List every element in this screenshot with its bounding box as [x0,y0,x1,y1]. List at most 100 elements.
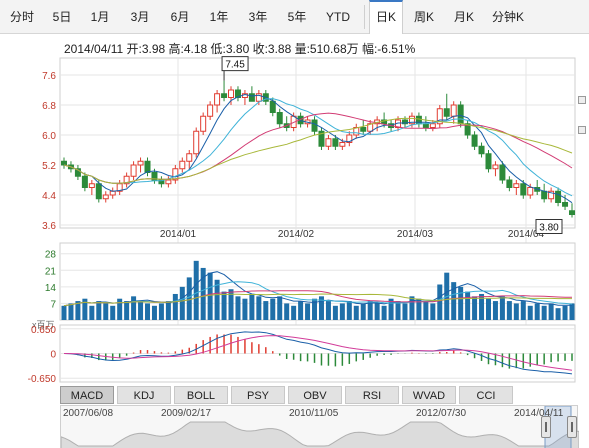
candle-body [450,104,457,117]
indicator-tab-boll[interactable]: BOLL [174,386,228,404]
indicator-tab-macd[interactable]: MACD [60,386,114,404]
tab-3[interactable]: 3月 [130,9,150,24]
volume-bar [360,303,366,320]
price-y-tick: 6.0 [42,131,56,142]
range-navigator[interactable]: 2007/06/08 2009/02/17 2010/11/05 2012/07/30… [60,405,579,448]
volume-bar [381,305,387,320]
volume-bar [158,303,164,320]
volume-bar [485,298,491,320]
volume-bar [214,279,220,320]
candle-body [172,168,179,181]
volume-bar [82,298,88,320]
volume-bar [138,301,144,320]
volume-bar [472,296,478,320]
candle-body [137,160,144,166]
navigator-right-handle[interactable] [567,416,577,438]
candle-body [464,123,471,136]
volume-bar [506,301,512,320]
candle-body [485,153,492,170]
indicator-tab-obv[interactable]: OBV [288,386,342,404]
candle-body [234,89,241,98]
candle-body [457,104,464,125]
navigator-date-2: 2010/11/05 [289,408,339,419]
tab-1[interactable]: 5日 [52,9,72,24]
candle-body [200,115,207,132]
indicator-tab-wvad[interactable]: WVAD [402,386,456,404]
tab-4[interactable]: 6月 [170,9,190,24]
indicator-tab-psy[interactable]: PSY [231,386,285,404]
volume-bar [89,305,95,320]
candle-body [360,127,367,132]
price-y-tick: 4.4 [42,191,56,202]
side-button-bottom[interactable] [578,126,586,134]
candle-body [151,172,158,181]
volume-bar [200,267,206,320]
navigator-left-handle[interactable] [541,416,551,438]
candle-body [74,168,81,177]
price-y-tick: 7.6 [42,71,56,82]
volume-ma30-line [63,293,572,307]
volume-bar [312,298,318,320]
tab-8[interactable]: YTD [326,9,350,24]
navigator-history-area [61,421,579,448]
volume-bar [492,301,498,320]
volume-bar [117,298,123,320]
candle-body [499,164,506,181]
macd-y-tick: -0.650 [28,374,57,385]
volume-y-tick: 7 [50,299,56,310]
volume-bar [534,303,540,320]
tab-7[interactable]: 5年 [287,9,307,24]
volume-bar [465,291,471,320]
volume-bar [263,301,269,320]
volume-bar [499,296,505,320]
price-ma30-line [63,117,573,184]
macd-y-tick: 0.650 [31,325,56,336]
volume-bar [339,303,345,320]
candle-body [144,160,151,173]
ohlc-info-line: 2014/04/11 开:3.98 高:4.18 低:3.80 收:3.88 量… [64,42,416,56]
candle-body [527,187,534,196]
volume-bar [513,303,519,320]
volume-bar [332,305,338,320]
price-ma5-line [63,93,573,204]
candle-body [221,93,228,98]
volume-bar [402,303,408,320]
candle-body [367,123,374,132]
volume-bar [325,301,331,320]
price-x-tick: 2014/01 [160,229,197,240]
side-button-top[interactable] [578,96,586,104]
price-x-tick: 2014/03 [397,229,434,240]
price-x-tick: 2014/02 [278,229,315,240]
tab-6[interactable]: 3年 [248,9,268,24]
candle-body [318,130,325,147]
volume-bar [179,286,185,320]
volume-bar [151,305,157,320]
indicator-tab-rsi[interactable]: RSI [345,386,399,404]
volume-bar [96,301,102,320]
tab-0[interactable]: 分时 [9,9,34,24]
tab-2[interactable]: 1月 [90,9,110,24]
candle-body [562,202,569,207]
indicator-tab-kdj[interactable]: KDJ [117,386,171,404]
volume-bar [103,303,109,320]
volume-bar [298,301,304,320]
tab-10[interactable]: 周K [413,9,434,24]
volume-bar [75,301,81,320]
volume-bar [527,305,533,320]
volume-bar [186,277,192,320]
candle-body [443,108,450,117]
tab-5[interactable]: 1年 [209,9,229,24]
tab-11[interactable]: 月K [453,9,474,24]
volume-bar [346,301,352,320]
volume-bar [68,303,74,320]
volume-bar [416,298,422,320]
candle-body [109,190,116,196]
volume-bar [221,291,227,320]
candle-body [123,175,130,185]
volume-bar [548,303,554,320]
candle-body [569,210,575,215]
tab-9[interactable]: 日K [369,0,403,34]
indicator-tab-cci[interactable]: CCI [459,386,513,404]
tab-12[interactable]: 分钟K [491,9,524,24]
